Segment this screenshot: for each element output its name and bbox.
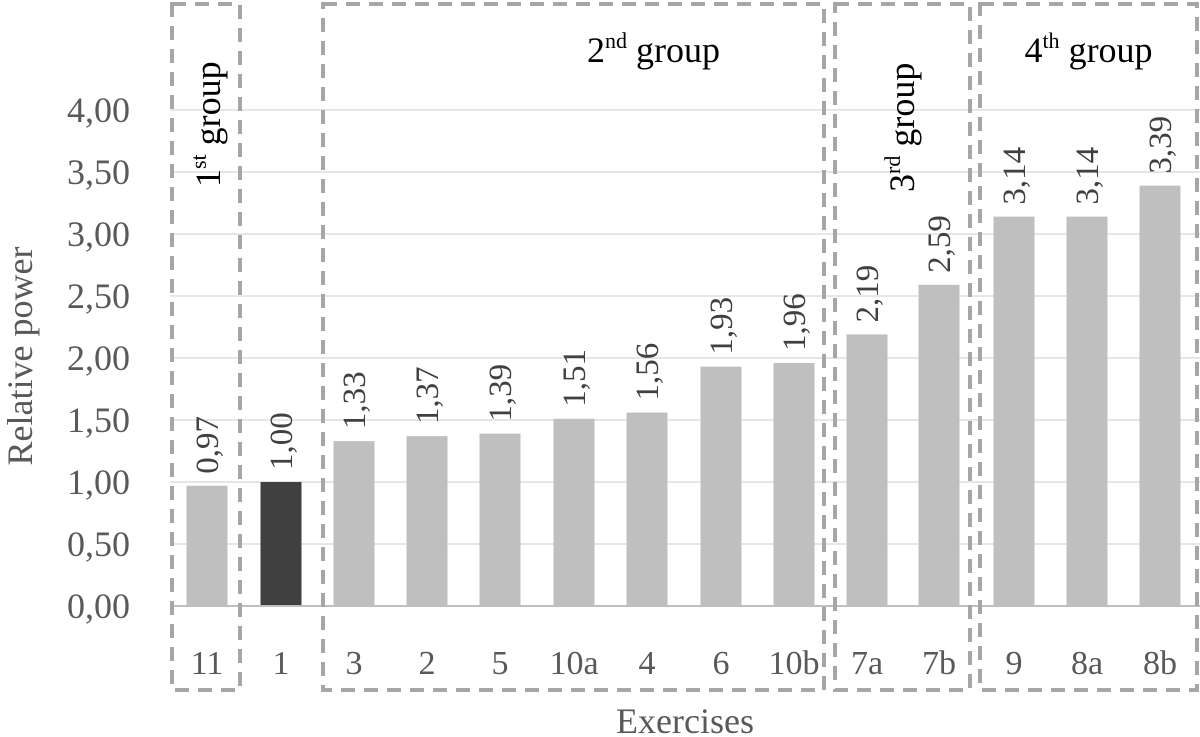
bar bbox=[918, 284, 960, 606]
group-label: 3rd group bbox=[880, 63, 922, 192]
data-label: 0,97 bbox=[190, 416, 226, 474]
bar bbox=[479, 433, 521, 606]
x-tick-label: 6 bbox=[713, 645, 730, 682]
x-tick-label: 4 bbox=[639, 645, 656, 682]
x-tick-label: 3 bbox=[346, 645, 363, 682]
bar bbox=[260, 482, 302, 606]
group-box bbox=[833, 2, 972, 692]
x-tick-label: 8a bbox=[1071, 645, 1103, 682]
y-tick-label: 0,00 bbox=[67, 586, 130, 626]
bar bbox=[1066, 216, 1108, 606]
data-label: 1,96 bbox=[777, 293, 813, 351]
bar bbox=[626, 412, 668, 606]
x-tick-label: 2 bbox=[419, 645, 436, 682]
x-tick-label: 5 bbox=[492, 645, 509, 682]
group-label: 1st group bbox=[186, 61, 228, 187]
group-label: 2nd group bbox=[587, 28, 720, 70]
x-tick-label: 7b bbox=[922, 645, 956, 682]
bar bbox=[333, 441, 375, 606]
group-box bbox=[978, 2, 1199, 692]
data-label: 1,37 bbox=[410, 366, 446, 424]
data-label: 1,93 bbox=[704, 297, 740, 355]
y-tick-label: 0,50 bbox=[67, 524, 130, 564]
bar bbox=[553, 418, 595, 606]
y-tick-label: 3,50 bbox=[67, 152, 130, 192]
y-tick-label: 1,00 bbox=[67, 462, 130, 502]
x-axis-title: Exercises bbox=[616, 701, 754, 737]
data-label: 1,00 bbox=[264, 412, 300, 470]
data-label: 1,33 bbox=[337, 371, 373, 429]
data-label: 2,59 bbox=[922, 215, 958, 273]
bar bbox=[406, 436, 448, 606]
bar bbox=[186, 485, 228, 606]
x-tick-label: 10b bbox=[769, 645, 820, 682]
data-label: 1,56 bbox=[630, 343, 666, 401]
bar bbox=[846, 334, 888, 606]
x-tick-label: 9 bbox=[1006, 645, 1023, 682]
y-axis-title: Relative power bbox=[0, 247, 40, 466]
x-tick-label: 11 bbox=[191, 645, 224, 682]
data-label: 3,14 bbox=[1070, 147, 1106, 205]
group-label: 4th group bbox=[1024, 28, 1152, 70]
group-box bbox=[321, 2, 826, 692]
x-tick-label: 7a bbox=[851, 645, 883, 682]
data-label: 1,51 bbox=[557, 349, 593, 407]
y-tick-label: 3,00 bbox=[67, 214, 130, 254]
x-tick-label: 1 bbox=[273, 645, 290, 682]
y-tick-label: 1,50 bbox=[67, 400, 130, 440]
bar bbox=[700, 366, 742, 606]
data-label: 2,19 bbox=[850, 265, 886, 323]
bar bbox=[773, 362, 815, 606]
data-label: 1,39 bbox=[483, 364, 519, 422]
x-tick-label: 8b bbox=[1143, 645, 1177, 682]
y-tick-label: 4,00 bbox=[67, 90, 130, 130]
group-box bbox=[170, 2, 242, 692]
data-label: 3,39 bbox=[1143, 116, 1179, 174]
data-label: 3,14 bbox=[997, 147, 1033, 205]
y-tick-label: 2,00 bbox=[67, 338, 130, 378]
bar bbox=[1139, 185, 1181, 606]
bar bbox=[993, 216, 1035, 606]
x-tick-label: 10a bbox=[549, 645, 598, 682]
y-tick-label: 2,50 bbox=[67, 276, 130, 316]
